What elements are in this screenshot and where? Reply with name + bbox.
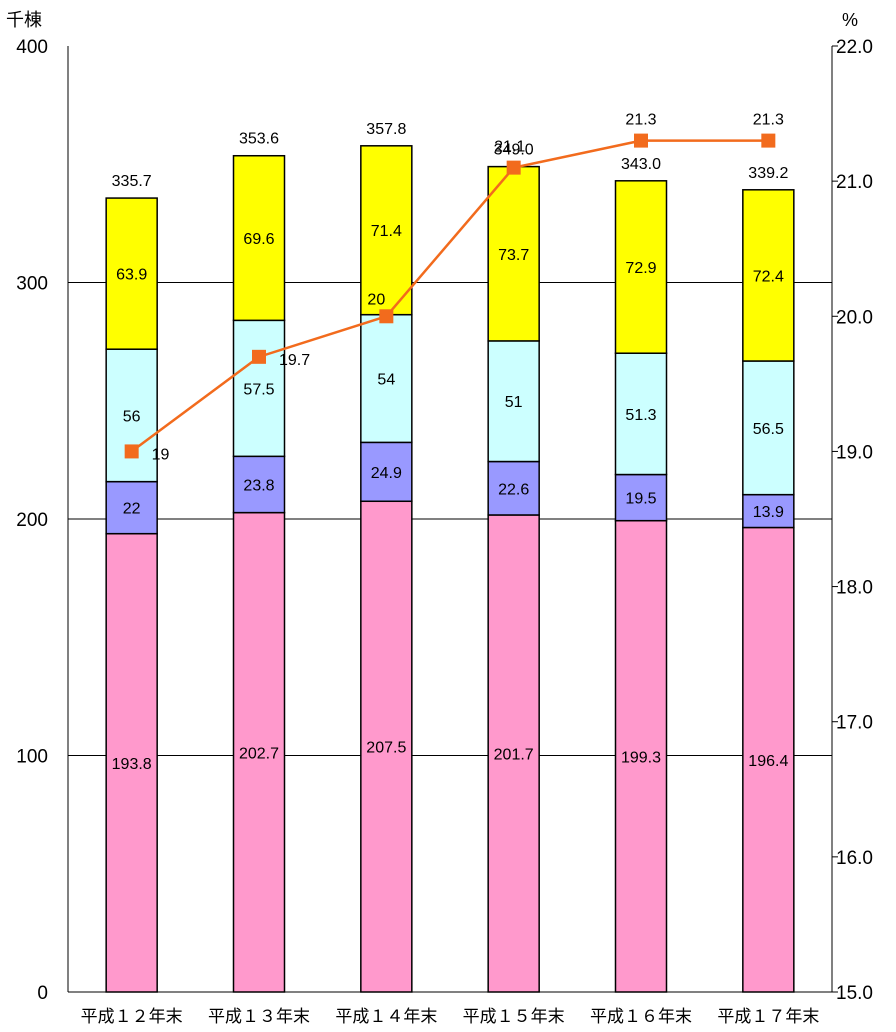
left-axis-tick-label: 400 — [16, 37, 48, 58]
bar-total-label: 357.8 — [366, 121, 406, 138]
bars-layer — [105, 145, 795, 993]
bar-total-label: 343.0 — [621, 156, 661, 173]
rate-marker — [124, 444, 139, 459]
bar-value-label: 19.5 — [625, 491, 656, 508]
bar-segment — [742, 493, 795, 529]
bar-value-label: 201.7 — [494, 746, 534, 763]
bar-segment — [487, 514, 540, 993]
rate-marker — [252, 349, 266, 364]
bar-value-label: 56 — [123, 408, 141, 425]
plot-frame — [67, 46, 833, 993]
bar-value-label: 22.6 — [498, 481, 529, 498]
left-axis-unit: 千棟 — [6, 10, 42, 30]
bar-value-label: 193.8 — [112, 756, 152, 773]
bar-value-label: 13.9 — [753, 504, 784, 521]
category-label: 平成１７年末 — [717, 1007, 819, 1026]
category-label: 平成１２年末 — [81, 1007, 183, 1026]
bar-segment — [742, 189, 795, 362]
bar-value-label: 51.3 — [625, 407, 656, 424]
bar-segment — [105, 348, 158, 483]
bar-value-label: 69.6 — [243, 231, 274, 248]
right-axis-unit: % — [842, 10, 858, 30]
bar-segment — [232, 511, 286, 993]
bar-value-label: 72.4 — [753, 268, 784, 285]
right-axis-tick-label: 21.0 — [836, 172, 873, 193]
line-series-layer — [124, 133, 776, 459]
rate-value-label: 21.1 — [494, 139, 525, 156]
bar-value-label: 71.4 — [371, 223, 402, 240]
bar-segment — [105, 532, 158, 993]
right-axis-tick-label: 18.0 — [836, 578, 873, 599]
bar-value-label: 207.5 — [366, 740, 406, 757]
labels-layer: 0 100 200 300 400 15.0 16.0 17.0 18.0 19.0 20.0 21.… — [16, 37, 873, 1026]
bar-value-label: 72.9 — [625, 260, 656, 277]
bar-segment — [232, 154, 286, 322]
bar-segment — [360, 500, 413, 993]
bar-segment — [360, 313, 413, 444]
bar-total-label: 335.7 — [112, 173, 152, 190]
right-axis-tick-label: 19.0 — [836, 442, 873, 463]
rate-line — [130, 139, 769, 453]
bar-segment — [614, 180, 668, 354]
bar-value-label: 199.3 — [621, 749, 661, 766]
rate-value-label: 21.3 — [753, 112, 784, 129]
bar-segment — [487, 340, 540, 463]
bar-value-label: 51 — [505, 394, 523, 411]
category-label: 平成１４年末 — [335, 1007, 437, 1026]
right-axis-tick-label: 17.0 — [836, 713, 873, 734]
bar-value-label: 202.7 — [239, 745, 279, 762]
bar-total-label: 353.6 — [239, 131, 279, 148]
right-axis-tick-label: 22.0 — [836, 37, 873, 58]
left-axis-tick-label: 100 — [16, 747, 48, 768]
bar-segment — [360, 441, 413, 503]
bar-value-label: 196.4 — [748, 753, 788, 770]
bar-value-label: 24.9 — [371, 465, 402, 482]
bar-total-label: 339.2 — [748, 165, 788, 182]
right-axis-tick-label: 20.0 — [836, 307, 873, 328]
bar-segment — [487, 165, 540, 342]
rate-marker — [506, 160, 521, 175]
category-label: 平成１５年末 — [463, 1007, 565, 1026]
bar-segment — [105, 197, 158, 350]
rate-value-label: 19.7 — [279, 352, 310, 369]
rate-value-label: 19 — [152, 446, 170, 463]
gridlines — [68, 45, 838, 993]
bar-segment — [742, 526, 795, 993]
bar-total-label: 349.0 — [494, 142, 534, 159]
bar-value-label: 54 — [377, 372, 395, 389]
category-label: 平成１６年末 — [590, 1007, 692, 1026]
left-axis-tick-label: 200 — [16, 510, 48, 531]
bar-value-label: 56.5 — [753, 421, 784, 438]
left-axis-tick-label: 0 — [37, 983, 48, 1004]
right-axis-tick-label: 16.0 — [836, 848, 873, 869]
bar-value-label: 73.7 — [498, 247, 529, 264]
right-axis-tick-label: 15.0 — [836, 983, 873, 1004]
bar-value-label: 22 — [123, 501, 141, 518]
rate-value-label: 20 — [367, 291, 385, 308]
rate-marker — [761, 133, 776, 148]
category-label: 平成１３年末 — [208, 1007, 310, 1026]
bar-segment — [614, 473, 668, 522]
bar-value-label: 63.9 — [116, 267, 147, 284]
left-axis-tick-label: 300 — [16, 274, 48, 295]
bar-value-label: 57.5 — [243, 381, 274, 398]
bar-segment — [742, 360, 795, 496]
rate-marker — [379, 309, 394, 324]
bar-segment — [360, 145, 413, 316]
rate-marker — [634, 133, 648, 148]
rate-value-label: 21.3 — [625, 112, 656, 129]
bar-segment — [105, 480, 158, 535]
bar-value-label: 23.8 — [243, 477, 274, 494]
bar-segment — [614, 352, 668, 476]
